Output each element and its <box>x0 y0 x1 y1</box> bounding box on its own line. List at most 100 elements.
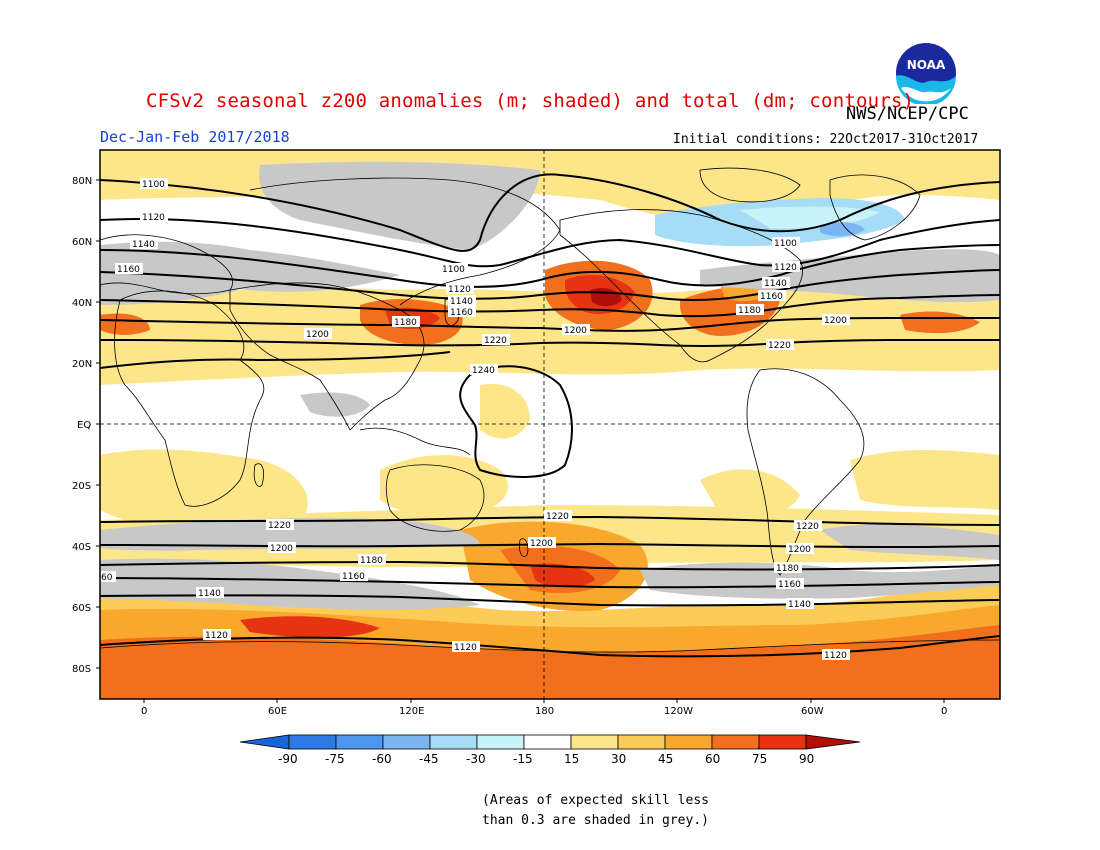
contour-label: 1160 <box>758 290 786 302</box>
coastlines <box>100 167 1000 653</box>
contour-label: 1120 <box>452 641 480 653</box>
lon-label: 180 <box>535 706 554 717</box>
lon-label: 0 <box>141 706 147 717</box>
svg-text:1160: 1160 <box>450 308 473 318</box>
svg-text:1100: 1100 <box>142 180 165 190</box>
colorbar-tick: -75 <box>325 752 345 766</box>
svg-text:1200: 1200 <box>270 544 293 554</box>
colorbar-tick: -60 <box>372 752 392 766</box>
svg-text:1200: 1200 <box>564 326 587 336</box>
contour-label: 1220 <box>266 519 294 531</box>
lat-label: 60N <box>72 237 92 248</box>
season-label: Dec-Jan-Feb 2017/2018 <box>100 128 290 146</box>
contour-label: 1120 <box>140 211 168 223</box>
colorbar-tick: -90 <box>278 752 298 766</box>
lat-label: 40S <box>72 542 91 553</box>
initial-conditions-label: Initial conditions: 22Oct2017-31Oct2017 <box>673 132 979 147</box>
contour-label: 1200 <box>528 537 556 549</box>
svg-text:1100: 1100 <box>442 265 465 275</box>
svg-text:1120: 1120 <box>205 631 228 641</box>
latitude-axis: 80N 60N 40N 20N EQ 20S 40S 60S 80S <box>72 176 100 675</box>
contour-label: 1180 <box>358 554 386 566</box>
contour-label: 1200 <box>304 328 332 340</box>
svg-text:1120: 1120 <box>774 263 797 273</box>
contour-labels: 1100 1120 1140 1160 1100 1120 1140 1160 … <box>100 178 850 661</box>
lat-label: 40N <box>72 298 92 309</box>
contour-label: 1180 <box>392 316 420 328</box>
colorbar-tick: 60 <box>705 752 720 766</box>
colorbar-tick: -30 <box>466 752 486 766</box>
lat-label: 60S <box>72 603 91 614</box>
svg-text:1120: 1120 <box>824 651 847 661</box>
agency-label: NWS/NCEP/CPC <box>846 104 969 124</box>
svg-text:1140: 1140 <box>132 240 155 250</box>
contour-label: 1120 <box>772 261 800 273</box>
svg-text:1120: 1120 <box>142 213 165 223</box>
svg-text:1120: 1120 <box>448 285 471 295</box>
contour-label: 1180 <box>774 562 802 574</box>
contour-label: 1120 <box>203 629 231 641</box>
contour-label: 1180 <box>736 304 764 316</box>
svg-text:1180: 1180 <box>394 318 417 328</box>
contour-label: 1220 <box>766 339 794 351</box>
svg-text:1220: 1220 <box>546 512 569 522</box>
svg-text:1200: 1200 <box>824 316 847 326</box>
svg-text:1180: 1180 <box>738 306 761 316</box>
contour-label: 1160 <box>448 306 476 318</box>
svg-text:1220: 1220 <box>484 336 507 346</box>
svg-text:1220: 1220 <box>768 341 791 351</box>
svg-text:1160: 1160 <box>760 292 783 302</box>
colorbar-arrow-right <box>805 734 861 750</box>
colorbar: -90 -75 -60 -45 -30 -15 15 30 45 60 75 9… <box>239 734 861 766</box>
lon-label: 0 <box>941 706 947 717</box>
height-contours <box>100 173 1000 658</box>
svg-text:1160: 1160 <box>342 572 365 582</box>
contour-label: 1160 <box>340 570 368 582</box>
footnote-line-2: than 0.3 are shaded in grey.) <box>482 813 709 828</box>
contour-label: 1120 <box>822 649 850 661</box>
svg-text:1180: 1180 <box>360 556 383 566</box>
svg-text:1180: 1180 <box>776 564 799 574</box>
colorbar-arrow-left <box>239 734 290 750</box>
svg-text:60: 60 <box>101 573 113 583</box>
colorbar-tick: 90 <box>799 752 814 766</box>
contour-label: 1140 <box>130 238 158 250</box>
lat-label: 80N <box>72 176 92 187</box>
contour-label: 1240 <box>470 364 498 376</box>
lon-label: 60E <box>268 706 287 717</box>
svg-text:1120: 1120 <box>454 643 477 653</box>
footnote-line-1: (Areas of expected skill less <box>482 793 709 808</box>
colorbar-tick: 15 <box>564 752 579 766</box>
contour-label: 1160 <box>115 263 143 275</box>
contour-label: 1140 <box>196 587 224 599</box>
contour-label: 1100 <box>440 263 468 275</box>
contour-label: 1220 <box>544 510 572 522</box>
svg-text:1220: 1220 <box>796 522 819 532</box>
contour-label: 1220 <box>482 334 510 346</box>
anomaly-shading <box>100 150 1000 699</box>
contour-label: 1100 <box>140 178 168 190</box>
svg-text:1160: 1160 <box>117 265 140 275</box>
colorbar-tick: 75 <box>752 752 767 766</box>
lat-label: 80S <box>72 664 91 675</box>
contour-label: 1100 <box>772 237 800 249</box>
svg-text:NOAA: NOAA <box>907 58 946 72</box>
svg-text:1140: 1140 <box>764 279 787 289</box>
svg-text:1160: 1160 <box>778 580 801 590</box>
contour-label: 1120 <box>446 283 474 295</box>
svg-text:1200: 1200 <box>306 330 329 340</box>
noaa-logo-icon: NOAA <box>896 43 956 104</box>
svg-text:1220: 1220 <box>268 521 291 531</box>
chart-title: CFSv2 seasonal z200 anomalies (m; shaded… <box>146 90 915 112</box>
colorbar-tick: -45 <box>419 752 439 766</box>
longitude-axis: 0 60E 120E 180 120W 60W 0 <box>141 699 947 717</box>
lon-label: 60W <box>801 706 824 717</box>
lat-label: 20N <box>72 359 92 370</box>
lat-label: EQ <box>77 420 91 431</box>
contour-label: 60 <box>100 571 116 583</box>
contour-label: 1140 <box>448 295 476 307</box>
contour-label: 1220 <box>794 520 822 532</box>
contour-label: 1200 <box>562 324 590 336</box>
colorbar-tick: 30 <box>611 752 626 766</box>
svg-text:1140: 1140 <box>788 600 811 610</box>
